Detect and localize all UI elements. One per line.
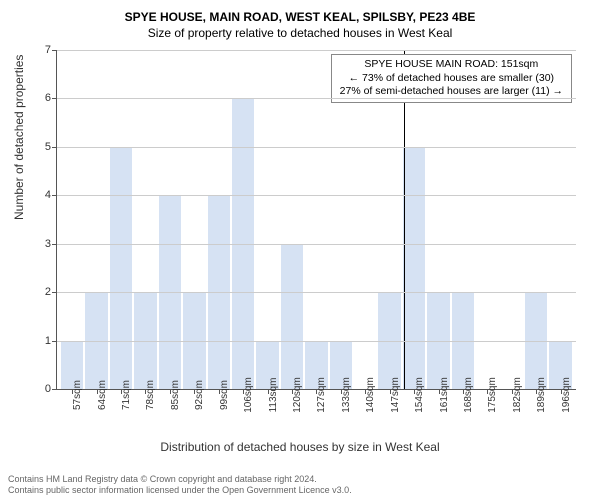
y-tick-mark bbox=[52, 244, 57, 245]
x-tick: 85sqm bbox=[159, 389, 181, 437]
annotation-line1: SPYE HOUSE MAIN ROAD: 151sqm bbox=[340, 58, 563, 72]
x-tick: 175sqm bbox=[476, 389, 498, 437]
gridline bbox=[57, 292, 576, 293]
gridline bbox=[57, 195, 576, 196]
x-tick: 99sqm bbox=[208, 389, 230, 437]
x-tick: 106sqm bbox=[232, 389, 254, 437]
y-tick-mark bbox=[52, 195, 57, 196]
x-tick: 71sqm bbox=[110, 389, 132, 437]
y-tick-mark bbox=[52, 147, 57, 148]
y-tick-mark bbox=[52, 292, 57, 293]
x-tick: 113sqm bbox=[256, 389, 278, 437]
x-tick: 140sqm bbox=[354, 389, 376, 437]
bar-chart: 57sqm64sqm71sqm78sqm85sqm92sqm99sqm106sq… bbox=[56, 50, 576, 390]
x-tick: 78sqm bbox=[134, 389, 156, 437]
x-tick: 182sqm bbox=[501, 389, 523, 437]
x-tick: 127sqm bbox=[305, 389, 327, 437]
x-tick: 64sqm bbox=[85, 389, 107, 437]
x-tick: 92sqm bbox=[183, 389, 205, 437]
bar bbox=[110, 147, 132, 389]
annotation-box: SPYE HOUSE MAIN ROAD: 151sqm ← 73% of de… bbox=[331, 54, 572, 103]
gridline bbox=[57, 147, 576, 148]
footer-attribution: Contains HM Land Registry data © Crown c… bbox=[8, 474, 352, 497]
chart-subtitle: Size of property relative to detached ho… bbox=[0, 24, 600, 40]
footer-line2: Contains public sector information licen… bbox=[8, 485, 352, 496]
chart-title-address: SPYE HOUSE, MAIN ROAD, WEST KEAL, SPILSB… bbox=[0, 0, 600, 24]
y-tick-mark bbox=[52, 50, 57, 51]
gridline bbox=[57, 50, 576, 51]
x-tick: 57sqm bbox=[61, 389, 83, 437]
x-tick: 161sqm bbox=[427, 389, 449, 437]
x-tick-labels: 57sqm64sqm71sqm78sqm85sqm92sqm99sqm106sq… bbox=[57, 389, 576, 437]
x-tick: 189sqm bbox=[525, 389, 547, 437]
x-axis-label: Distribution of detached houses by size … bbox=[0, 440, 600, 454]
x-tick: 133sqm bbox=[330, 389, 352, 437]
x-tick: 168sqm bbox=[452, 389, 474, 437]
x-tick: 154sqm bbox=[403, 389, 425, 437]
y-tick-mark bbox=[52, 389, 57, 390]
x-tick: 120sqm bbox=[281, 389, 303, 437]
annotation-line3: 27% of semi-detached houses are larger (… bbox=[340, 85, 563, 99]
y-tick-mark bbox=[52, 341, 57, 342]
footer-line1: Contains HM Land Registry data © Crown c… bbox=[8, 474, 352, 485]
annotation-line2: ← 73% of detached houses are smaller (30… bbox=[340, 72, 563, 86]
gridline bbox=[57, 244, 576, 245]
bar bbox=[403, 147, 425, 389]
bar bbox=[281, 244, 303, 389]
y-tick-mark bbox=[52, 98, 57, 99]
gridline bbox=[57, 341, 576, 342]
gridline bbox=[57, 98, 576, 99]
x-tick: 196sqm bbox=[549, 389, 571, 437]
x-tick: 147sqm bbox=[378, 389, 400, 437]
y-axis-label: Number of detached properties bbox=[12, 55, 26, 220]
